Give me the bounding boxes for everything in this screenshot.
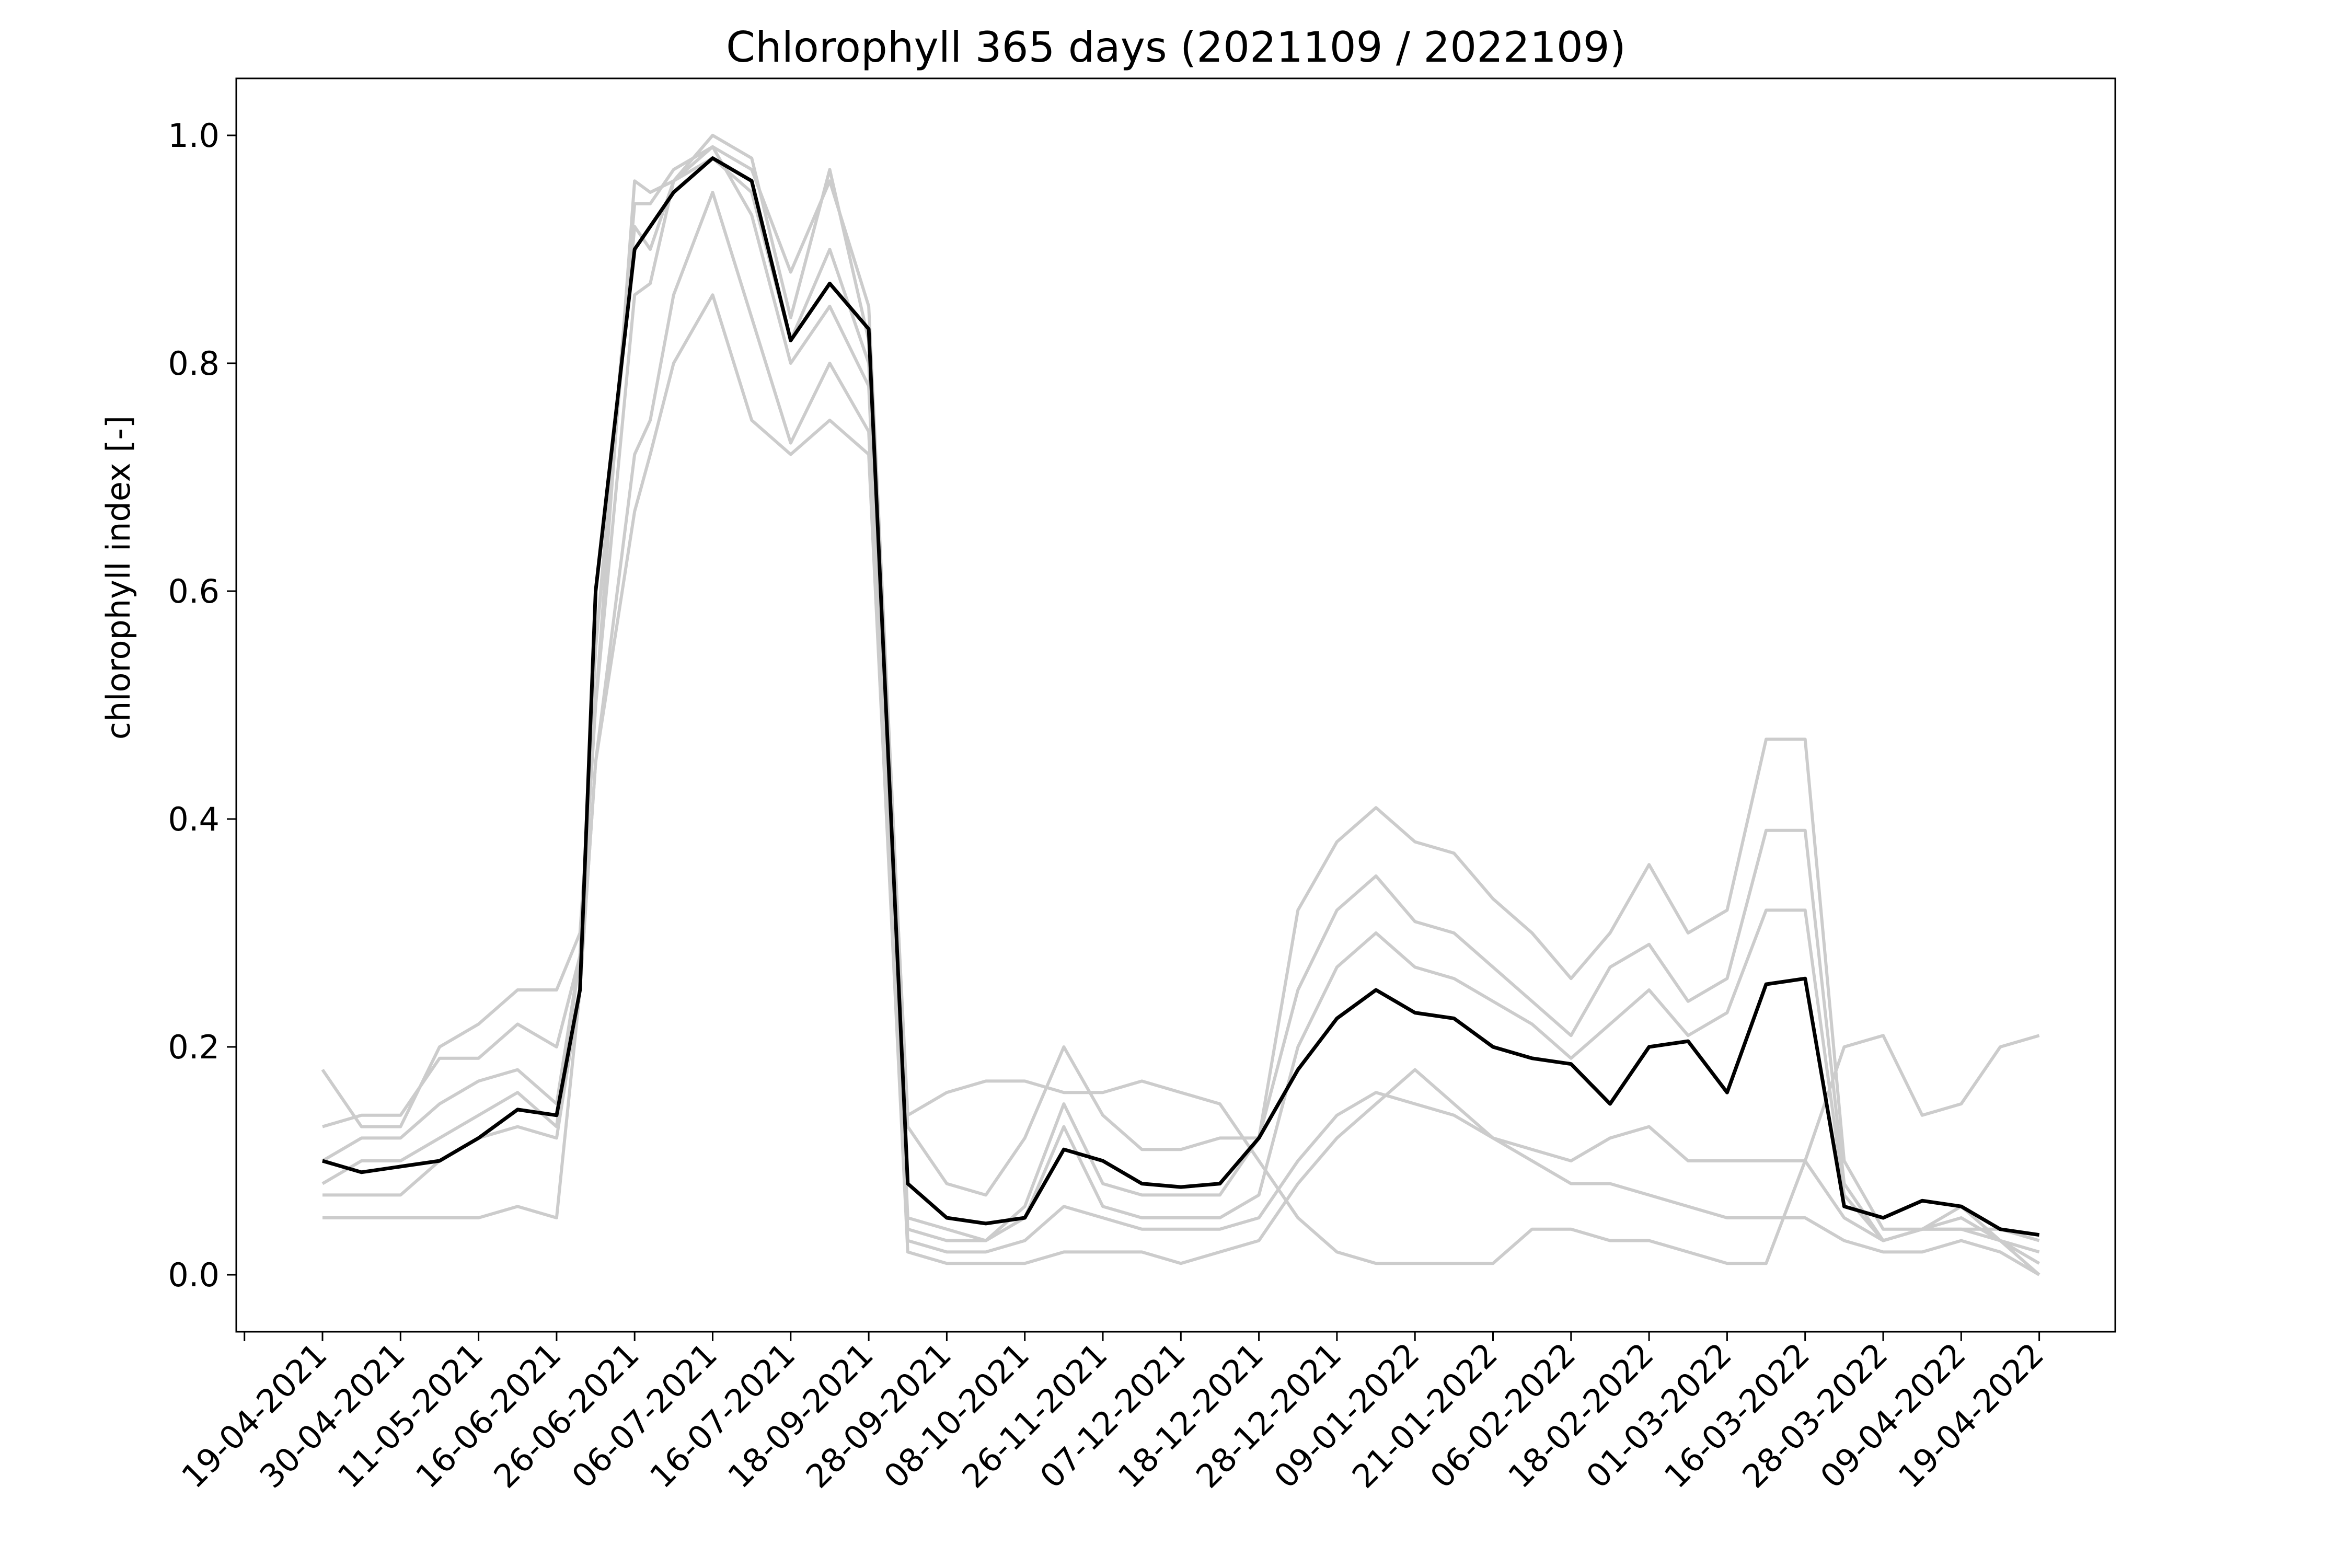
series-line-3	[321, 156, 2040, 1254]
series-line-2	[322, 145, 2040, 1242]
series-line-6	[322, 293, 2040, 1276]
series-line-current	[322, 156, 2040, 1237]
y-tick-label: 0.6	[168, 572, 220, 610]
y-tick-label: 0.8	[168, 344, 220, 383]
series-line-1	[321, 134, 2040, 1265]
axes-layer: 0.00.20.40.60.81.019-04-202130-04-202111…	[168, 117, 2051, 1495]
y-tick-label: 0.4	[168, 800, 220, 838]
series-line-4	[321, 145, 2040, 1265]
plot-frame	[235, 77, 2116, 1333]
series-layer	[321, 134, 2040, 1276]
y-tick-label: 1.0	[168, 117, 220, 155]
series-line-5	[322, 191, 2040, 1276]
y-axis-title: chlorophyll index [-]	[99, 416, 137, 740]
chart-title: Chlorophyll 365 days (2021109 / 2022109)	[726, 23, 1626, 72]
y-tick-label: 0.2	[168, 1028, 220, 1066]
y-tick-label: 0.0	[168, 1256, 220, 1294]
